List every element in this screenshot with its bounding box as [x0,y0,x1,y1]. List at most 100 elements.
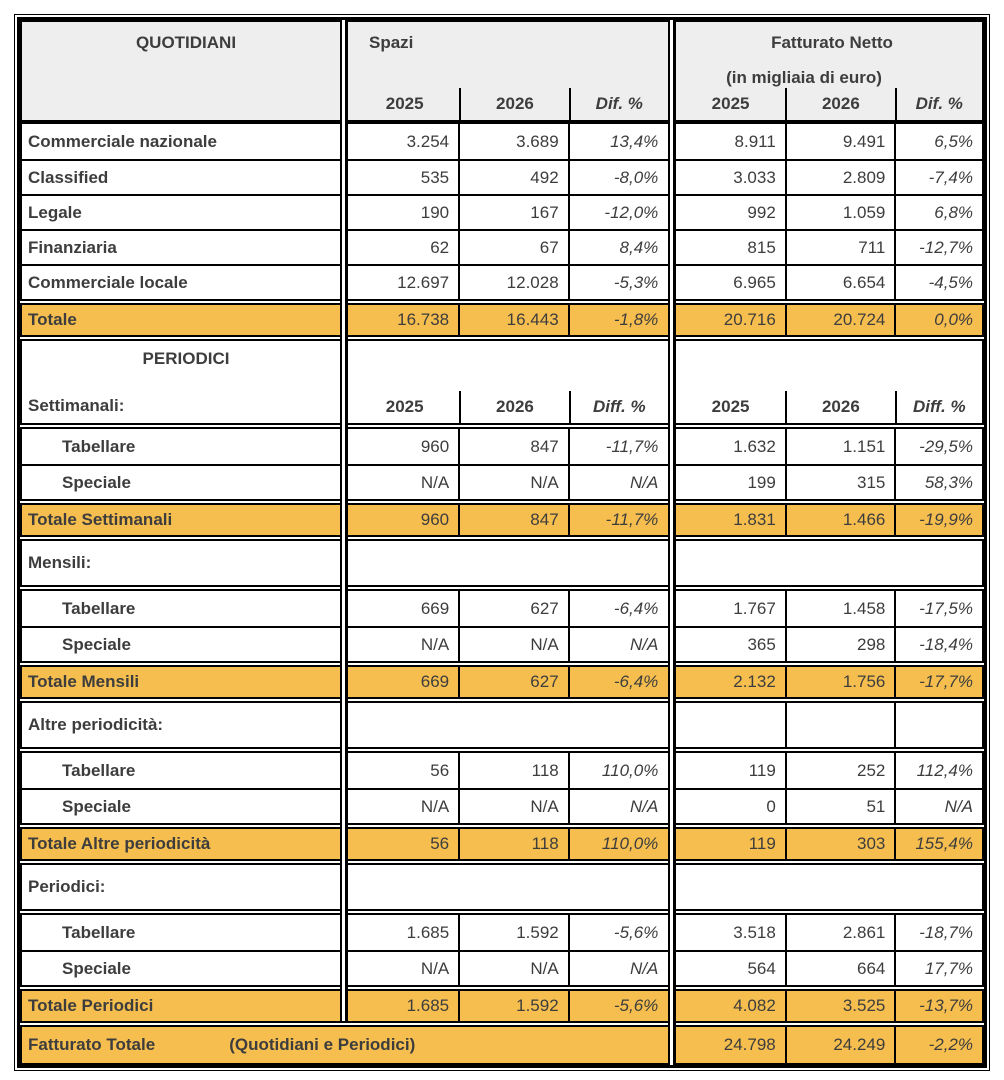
total-row: Totale 16.738 16.443 -1,8% 20.716 20.724 0,0% [20,303,984,337]
cell-value: 6.654 [784,266,895,299]
cell-value: 0 [766,796,776,816]
cell-value: 17,7% [894,952,982,985]
year-header-cell: 2026 [785,391,894,423]
row-label: Commerciale nazionale [28,131,217,151]
row-label: Totale Settimanali [28,510,173,529]
empty-cell [894,703,982,747]
year-header-cell: Dif. % [894,88,982,120]
empty-cell [784,703,895,747]
grand-total-label-area: Fatturato Totale (Quotidiani e Periodici) [22,1027,675,1063]
cell-value: N/A [420,958,450,978]
cell-value: N/A [894,790,982,823]
fatturato-subtitle: (in migliaia di euro) [726,68,882,87]
cell-value: 110,0% [567,829,668,859]
cell-value: 155,4% [894,829,982,859]
cell-value: 56 [430,760,450,780]
cell-value: 1.685 [406,996,450,1015]
cell-value: 669 [420,672,450,691]
table: QUOTIDIANI Spazi Fatturato Netto (in mig… [14,14,990,1071]
cell-value: 1.767 [733,598,776,618]
cell-value: N/A [567,952,668,985]
table-row: Totale Periodici 1.685 1.592 -5,6% 4.082 3.52… [22,991,982,1021]
table-row: Speciale N/A N/A N/A 0 51 N/A [22,788,982,823]
cell-value: 9.491 [784,124,895,159]
year-header-cell: Diff. % [568,391,668,423]
cell-value: 3.254 [406,131,450,151]
table-header: QUOTIDIANI Spazi Fatturato Netto (in mig… [20,20,984,122]
cell-value: 56 [430,834,450,853]
empty-cell [458,703,568,747]
cell-value: 1.592 [458,915,568,950]
empty-cell [349,703,459,747]
cell-value: 1.685 [406,922,450,942]
cell-value: 815 [747,237,776,257]
cell-value: N/A [458,952,568,985]
cell-value: 960 [420,436,450,456]
year-header-cell: 2026 [459,391,568,423]
section-row: Mensili: [20,539,984,587]
cell-value: 16.738 [397,310,450,329]
cell-value: N/A [567,628,668,661]
spazi-title: Spazi [369,33,414,52]
year-header-cell: 2025 [385,94,424,113]
cell-value: -6,4% [567,667,668,697]
cell-value: -11,7% [567,505,668,535]
periodici-title: PERIODICI [142,349,230,368]
cell-value: -29,5% [894,429,982,464]
cell-value: N/A [567,466,668,499]
section-label: Mensili: [28,553,92,572]
grand-total-label: Fatturato Totale [28,1035,156,1054]
cell-value: -4,5% [894,266,982,299]
cell-value: 12.028 [458,266,568,299]
row-label: Speciale [62,472,131,492]
section-row: Altre periodicità: [20,701,984,749]
cell-value: 3.518 [733,922,776,942]
table-row: Tabellare 669 627 -6,4% 1.767 1.458 -17,5% [22,591,982,626]
cell-value: N/A [420,472,450,492]
cell-value: 492 [458,161,568,194]
settimanali-label: Settimanali: [28,396,125,415]
cell-value: 67 [458,231,568,264]
table-body: Commerciale nazionale 3.254 3.689 13,4% 8.91… [20,122,984,1065]
data-block: Tabellare 56 118 110,0% 119 252 112,4% Speciale… [20,751,984,825]
total-row: Totale Mensili 669 627 -6,4% 2.132 1.756 -17,7… [20,665,984,699]
table-row: Legale 190 167 -12,0% 992 1.059 6,8% [22,194,982,229]
cell-value: -8,0% [567,161,668,194]
row-label: Totale Altre periodicità [28,834,211,853]
year-header-row: 2025 2026 Diff. % 2025 2026 Diff. % [350,391,982,423]
cell-value: -18,4% [894,628,982,661]
cell-value: 20.724 [784,305,895,335]
cell-value: 4.082 [733,996,776,1015]
cell-value: 167 [458,196,568,229]
cell-value: N/A [567,790,668,823]
cell-value: 992 [747,202,776,222]
cell-value: N/A [420,634,450,654]
cell-value: 112,4% [894,753,982,788]
cell-value: -12,0% [567,196,668,229]
cell-value: 1.151 [784,429,895,464]
row-label: Speciale [62,796,131,816]
cell-value: 664 [784,952,895,985]
grand-total-sublabel: (Quotidiani e Periodici) [229,1035,416,1054]
cell-value: -17,5% [894,591,982,626]
cell-value: 118 [458,753,568,788]
empty-cell [568,703,668,747]
table-row: Totale Settimanali 960 847 -11,7% 1.831 1.466… [22,505,982,535]
cell-value: 1.059 [784,196,895,229]
cell-value: 3.689 [458,124,568,159]
row-label: Tabellare [62,760,136,780]
year-header-cell: 2026 [785,88,894,120]
row-label: Tabellare [62,436,136,456]
cell-value: 847 [458,505,568,535]
cell-value: -13,7% [894,991,982,1021]
cell-value: -1,8% [567,305,668,335]
row-label: Commerciale locale [28,272,188,292]
cell-value: 298 [784,628,895,661]
cell-value: 8.911 [734,131,776,151]
row-label: Legale [28,202,82,222]
cell-value: 252 [784,753,895,788]
row-label: Totale Mensili [28,672,140,691]
cell-value: 62 [430,237,450,257]
row-label: Totale [28,310,77,329]
cell-value: 960 [420,510,450,529]
